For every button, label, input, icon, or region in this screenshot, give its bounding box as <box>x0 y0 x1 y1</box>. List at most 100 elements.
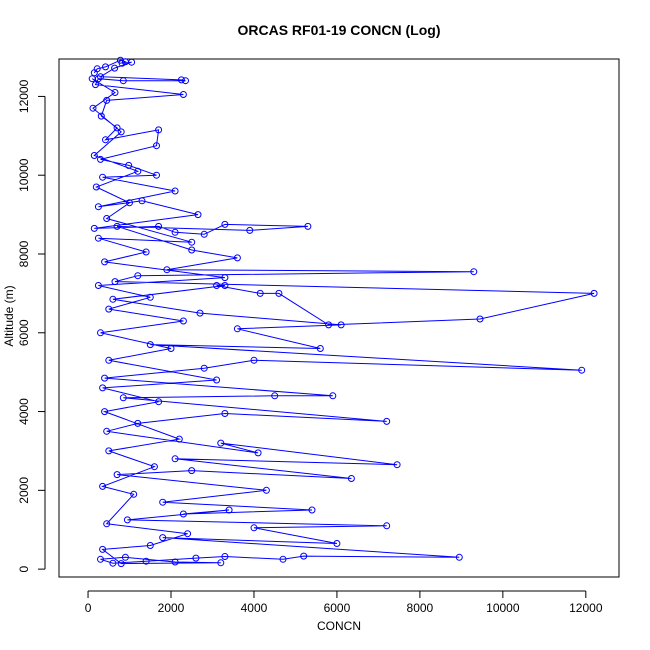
data-point <box>329 392 337 400</box>
data-point <box>92 183 100 191</box>
data-point <box>155 222 163 230</box>
x-axis-label: CONCN <box>317 619 361 633</box>
data-point <box>134 419 142 427</box>
data-point <box>94 234 102 242</box>
data-point <box>246 226 254 234</box>
data-point <box>217 439 225 447</box>
data-point <box>111 64 119 72</box>
data-point <box>97 329 104 337</box>
data-point <box>109 559 117 567</box>
data-point <box>316 345 324 352</box>
data-point <box>134 167 142 175</box>
y-axis: 0 2000 4000 6000 8000 10000 12000 <box>17 79 46 572</box>
data-point <box>262 486 270 494</box>
data-point <box>221 282 229 289</box>
series-line <box>91 59 595 565</box>
data-point <box>97 555 104 563</box>
data-point <box>101 374 109 382</box>
data-point <box>213 376 221 384</box>
data-point <box>184 530 192 538</box>
data-point <box>117 560 125 568</box>
data-point <box>134 272 142 280</box>
data-point <box>119 394 127 402</box>
y-tick-label: 2000 <box>17 477 31 504</box>
x-tick-label: 0 <box>85 601 92 615</box>
data-point <box>221 410 229 417</box>
data-point <box>142 557 150 565</box>
data-point <box>138 197 146 205</box>
data-point <box>233 254 241 262</box>
data-point <box>279 555 287 563</box>
data-point <box>99 545 107 553</box>
y-axis-label: Altitude (m) <box>2 285 16 346</box>
data-point <box>177 76 185 84</box>
data-point <box>578 366 586 374</box>
data-point <box>470 268 478 276</box>
data-point <box>121 553 129 561</box>
data-series <box>88 56 598 568</box>
data-point <box>196 309 204 317</box>
y-tick-label: 12000 <box>17 79 31 113</box>
data-point <box>119 77 127 85</box>
data-point <box>175 435 183 443</box>
data-point <box>125 161 133 169</box>
data-point <box>194 211 202 219</box>
data-point <box>171 558 179 566</box>
plot-frame <box>58 58 620 578</box>
data-point <box>192 554 200 562</box>
data-point <box>101 258 109 266</box>
data-point <box>113 124 121 132</box>
data-point <box>146 542 154 549</box>
y-tick-label: 0 <box>17 565 31 572</box>
data-point <box>103 520 111 528</box>
x-tick-label: 6000 <box>324 601 351 615</box>
data-point <box>188 246 196 254</box>
data-point <box>590 289 598 297</box>
data-point <box>200 230 208 238</box>
data-point <box>155 126 163 134</box>
data-point <box>102 136 109 144</box>
data-point <box>171 228 179 236</box>
data-point <box>109 295 117 303</box>
data-point <box>103 215 111 222</box>
data-point <box>200 364 208 372</box>
data-point <box>179 91 187 98</box>
data-point <box>333 540 341 547</box>
data-point <box>105 305 113 313</box>
data-point <box>155 398 163 406</box>
data-point <box>113 222 121 230</box>
data-point <box>146 341 154 349</box>
data-point <box>89 104 97 112</box>
data-point <box>188 238 196 246</box>
x-axis: 0 2000 4000 6000 8000 10000 12000 <box>85 590 603 615</box>
x-tick-label: 4000 <box>241 601 268 615</box>
data-point <box>123 516 131 524</box>
data-point <box>97 155 104 163</box>
data-point <box>159 498 167 506</box>
data-point <box>102 63 109 71</box>
data-point <box>94 282 102 289</box>
data-point <box>118 59 126 67</box>
data-point <box>347 475 355 482</box>
data-point <box>94 203 102 211</box>
data-point <box>90 224 98 232</box>
x-tick-label: 10000 <box>486 601 520 615</box>
data-point <box>92 81 99 89</box>
data-point <box>325 321 333 329</box>
data-point <box>167 345 175 352</box>
data-point <box>93 65 101 73</box>
data-point <box>179 510 187 518</box>
data-point <box>221 274 229 282</box>
data-point <box>126 199 133 207</box>
data-point <box>254 449 262 457</box>
data-point <box>130 490 138 498</box>
data-point <box>105 356 113 364</box>
data-point <box>97 73 104 81</box>
data-point <box>455 553 463 561</box>
data-point <box>171 455 179 463</box>
data-point <box>146 293 154 301</box>
data-point <box>159 534 167 542</box>
data-point <box>383 417 391 425</box>
data-point <box>103 96 111 104</box>
data-point <box>113 471 121 479</box>
